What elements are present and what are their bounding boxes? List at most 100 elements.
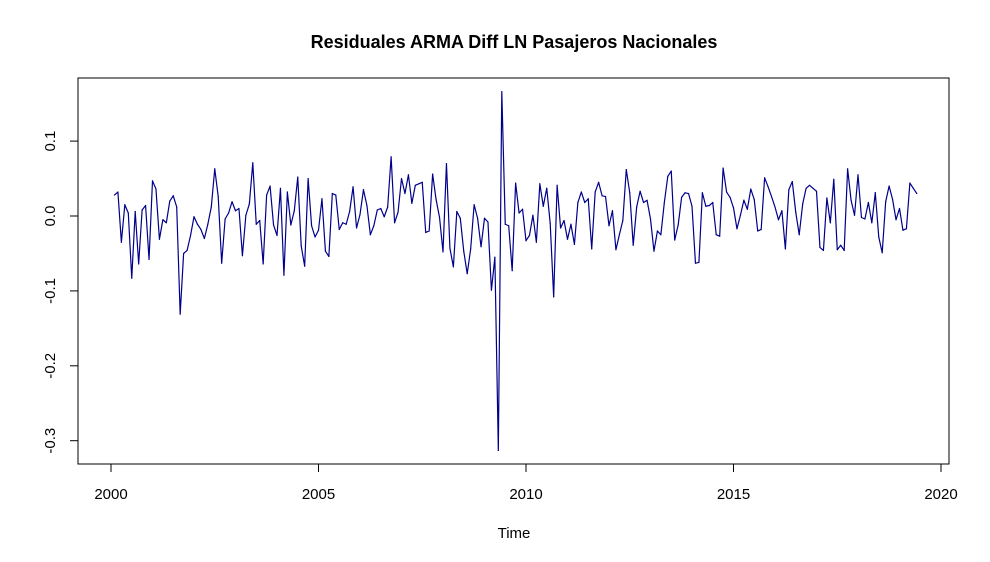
data-point bbox=[463, 250, 465, 252]
data-point bbox=[746, 208, 748, 210]
data-point bbox=[338, 228, 340, 231]
data-point bbox=[480, 246, 482, 248]
data-point bbox=[456, 210, 458, 213]
data-point bbox=[158, 238, 161, 240]
data-point bbox=[362, 189, 365, 191]
data-point bbox=[532, 214, 534, 216]
x-tick-label: 2010 bbox=[509, 486, 542, 503]
data-point bbox=[459, 217, 461, 219]
data-point bbox=[255, 223, 257, 225]
data-point bbox=[387, 206, 389, 208]
data-point bbox=[857, 174, 859, 176]
data-point bbox=[252, 162, 254, 164]
data-point bbox=[791, 180, 793, 183]
data-point bbox=[189, 234, 192, 237]
data-point bbox=[611, 210, 614, 212]
data-point bbox=[466, 273, 468, 275]
data-point bbox=[193, 216, 195, 218]
data-point bbox=[781, 210, 783, 212]
data-point bbox=[732, 207, 735, 209]
data-point bbox=[722, 167, 724, 169]
data-point bbox=[304, 265, 306, 267]
data-point bbox=[881, 252, 883, 254]
data-point bbox=[411, 202, 413, 204]
data-point bbox=[736, 228, 738, 230]
data-point bbox=[684, 192, 686, 194]
data-point bbox=[591, 248, 593, 250]
chart-title: Residuales ARMA Diff LN Pasajeros Nacion… bbox=[311, 32, 718, 52]
data-point bbox=[300, 245, 302, 247]
data-point bbox=[584, 201, 586, 204]
data-point bbox=[449, 247, 451, 249]
data-point bbox=[885, 201, 887, 203]
data-point bbox=[438, 216, 441, 219]
y-tick-label: 0.1 bbox=[42, 131, 59, 152]
data-point bbox=[764, 177, 766, 179]
data-point bbox=[598, 181, 600, 183]
data-point bbox=[739, 214, 742, 216]
y-tick-label: 0.0 bbox=[42, 206, 59, 227]
data-point bbox=[587, 198, 589, 200]
data-point bbox=[805, 187, 807, 189]
data-point bbox=[186, 249, 188, 252]
data-point bbox=[293, 210, 295, 212]
data-point bbox=[833, 178, 835, 180]
data-point bbox=[750, 188, 752, 190]
data-point bbox=[729, 196, 731, 198]
data-point bbox=[366, 204, 368, 207]
data-point bbox=[891, 198, 894, 201]
data-point bbox=[165, 222, 167, 224]
data-point bbox=[473, 204, 475, 206]
data-point bbox=[518, 212, 520, 214]
data-point bbox=[521, 208, 524, 210]
data-point bbox=[428, 230, 430, 232]
data-point bbox=[452, 266, 454, 268]
data-point bbox=[840, 244, 842, 246]
data-point bbox=[390, 156, 392, 158]
data-point bbox=[245, 214, 247, 216]
data-point bbox=[151, 180, 154, 182]
data-point bbox=[902, 229, 904, 231]
data-point bbox=[573, 243, 576, 246]
data-point bbox=[663, 201, 665, 204]
data-point bbox=[511, 270, 513, 272]
data-point bbox=[324, 250, 327, 252]
data-point bbox=[276, 234, 278, 237]
data-point bbox=[528, 234, 531, 237]
data-point bbox=[874, 192, 876, 194]
data-point bbox=[141, 209, 143, 211]
data-point bbox=[698, 261, 700, 264]
data-point bbox=[227, 212, 230, 214]
data-point bbox=[407, 174, 410, 176]
data-point bbox=[556, 184, 558, 186]
data-point bbox=[715, 234, 717, 236]
data-point bbox=[238, 207, 240, 210]
data-point bbox=[335, 194, 337, 196]
data-point bbox=[653, 250, 655, 252]
data-point bbox=[677, 224, 679, 226]
data-point bbox=[172, 195, 174, 197]
data-point bbox=[667, 175, 669, 177]
data-point bbox=[649, 218, 652, 220]
data-point bbox=[660, 234, 662, 236]
data-point bbox=[241, 255, 244, 257]
data-point bbox=[487, 221, 489, 223]
data-point bbox=[798, 234, 800, 236]
data-point bbox=[224, 218, 226, 220]
data-point bbox=[283, 274, 285, 276]
data-point bbox=[144, 204, 147, 207]
data-point bbox=[272, 224, 275, 226]
data-point bbox=[266, 194, 268, 196]
data-point bbox=[248, 203, 250, 205]
x-tick-label: 2000 bbox=[94, 486, 127, 503]
data-point bbox=[262, 263, 264, 265]
data-point bbox=[400, 177, 403, 180]
data-point bbox=[670, 170, 672, 172]
data-point bbox=[490, 289, 493, 291]
data-point bbox=[314, 236, 316, 238]
data-point bbox=[393, 222, 396, 224]
data-point bbox=[767, 186, 769, 188]
data-point bbox=[708, 204, 710, 207]
data-point bbox=[155, 188, 157, 190]
data-point bbox=[549, 222, 551, 225]
